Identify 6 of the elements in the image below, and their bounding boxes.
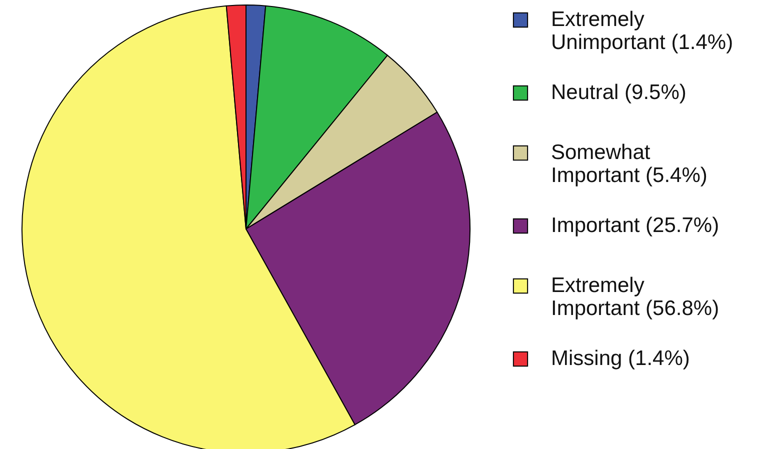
legend-label: Missing (1.4%) [551, 347, 690, 370]
legend-label: Neutral (9.5%) [551, 81, 686, 104]
legend-label: Extremely Important (56.8%) [551, 274, 720, 320]
legend-label: Important (25.7%) [551, 214, 720, 237]
legend-label: Somewhat Important (5.4%) [551, 141, 708, 187]
legend-label: Extremely Unimportant (1.4%) [551, 8, 734, 54]
